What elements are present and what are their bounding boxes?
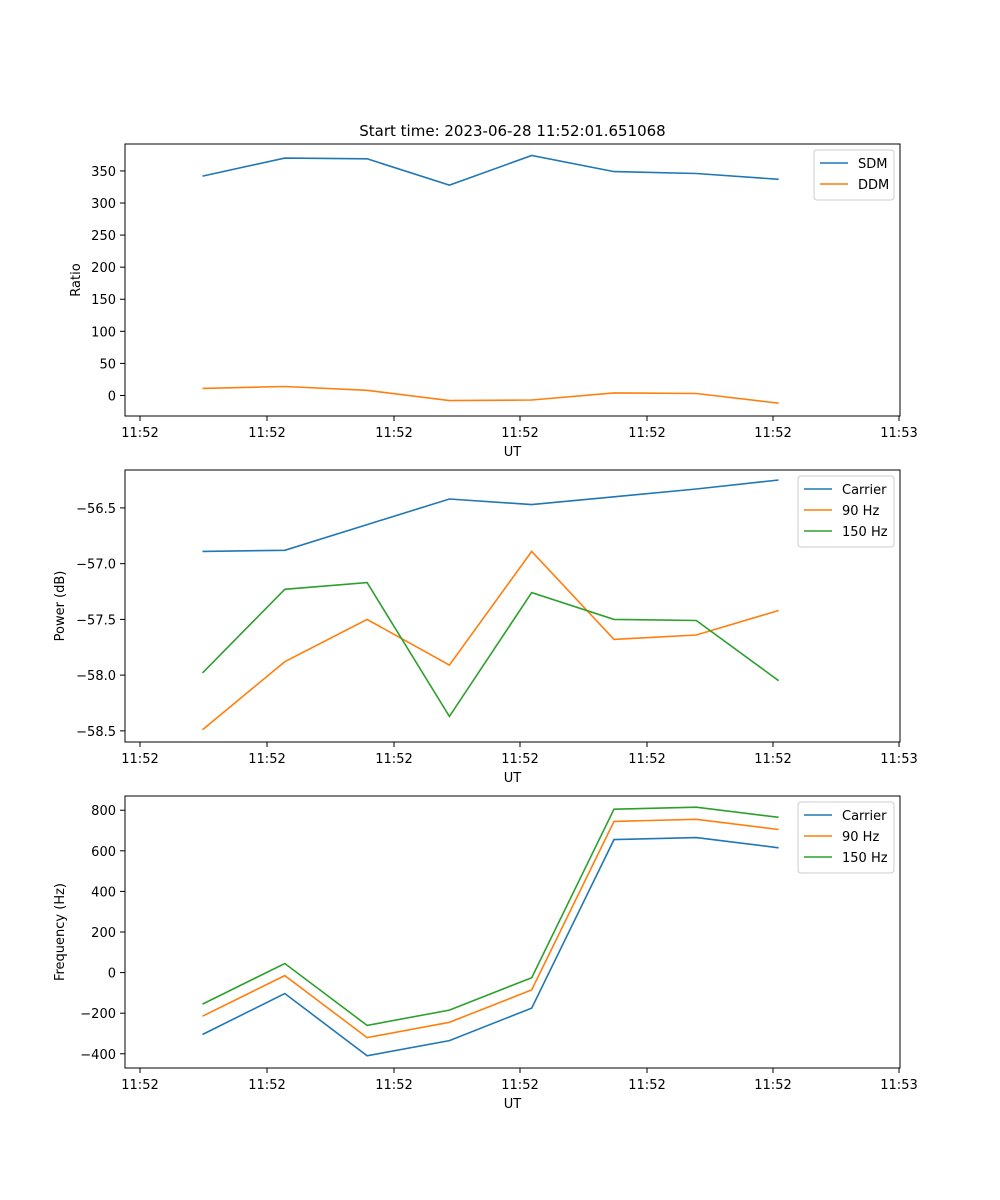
y-tick-label: 800 xyxy=(91,804,116,819)
legend-label: 150 Hz xyxy=(842,525,888,540)
x-tick-label: 11:52 xyxy=(501,426,538,441)
frequency-axes-frame xyxy=(124,795,901,1069)
x-tick-label: 11:52 xyxy=(501,1078,538,1093)
series-line-carrier xyxy=(202,479,779,553)
x-axis-label: UT xyxy=(504,445,522,460)
series-line-sdm xyxy=(202,154,779,186)
ratio-axes-frame xyxy=(124,143,901,417)
series-line-90-hz xyxy=(202,818,779,1039)
legend-label: 90 Hz xyxy=(842,830,879,845)
y-tick-label: 600 xyxy=(91,845,116,860)
y-tick-label: 0 xyxy=(108,967,116,982)
legend-label: Carrier xyxy=(842,483,887,498)
y-axis-label: Ratio xyxy=(69,263,84,296)
series-line-90-hz xyxy=(201,550,779,731)
x-tick-label: 11:52 xyxy=(628,1078,665,1093)
y-tick-label: 350 xyxy=(91,165,116,180)
x-tick-label: 11:52 xyxy=(248,426,285,441)
legend-label: DDM xyxy=(858,178,889,193)
legend: Carrier 90 Hz 150 Hz xyxy=(797,801,895,874)
series-line-150-hz xyxy=(201,581,780,718)
y-tick-label: −57.5 xyxy=(76,613,116,628)
x-tick-label: 11:52 xyxy=(375,1078,412,1093)
y-tick-label: 0 xyxy=(108,389,116,404)
legend: SDM DDM xyxy=(813,149,895,201)
x-tick-label: 11:52 xyxy=(121,1078,158,1093)
y-tick-label: 300 xyxy=(91,197,116,212)
y-tick-label: −56.5 xyxy=(76,502,116,517)
x-tick-label: 11:53 xyxy=(880,426,917,441)
y-tick-label: −400 xyxy=(80,1048,116,1063)
x-tick-label: 11:52 xyxy=(628,426,665,441)
y-tick-label: 250 xyxy=(91,229,116,244)
y-tick-label: −58.0 xyxy=(76,669,116,684)
y-tick-label: 200 xyxy=(91,261,116,276)
y-tick-label: −57.0 xyxy=(76,558,116,573)
x-tick-label: 11:52 xyxy=(501,752,538,767)
series-line-ddm xyxy=(202,385,779,404)
x-tick-label: 11:52 xyxy=(121,752,158,767)
y-axis-label: Frequency (Hz) xyxy=(53,883,68,981)
y-tick-label: 400 xyxy=(91,885,116,900)
y-tick-label: −58.5 xyxy=(76,725,116,740)
x-tick-label: 11:52 xyxy=(375,752,412,767)
frequency-panel: 11:52 11:52 11:52 11:52 11:52 11:52 11:53 UT −40… xyxy=(53,795,918,1112)
x-tick-label: 11:52 xyxy=(628,752,665,767)
legend-label: Carrier xyxy=(842,809,887,824)
x-tick-label: 11:52 xyxy=(248,752,285,767)
x-tick-label: 11:52 xyxy=(754,1078,791,1093)
x-tick-label: 11:52 xyxy=(754,752,791,767)
legend-label: 150 Hz xyxy=(842,851,888,866)
legend: Carrier 90 Hz 150 Hz xyxy=(797,475,895,548)
series-line-carrier xyxy=(202,836,779,1057)
chart-title: Start time: 2023-06-28 11:52:01.651068 xyxy=(359,122,665,140)
legend-label: 90 Hz xyxy=(842,504,879,519)
y-tick-label: −200 xyxy=(80,1007,116,1022)
y-tick-label: 50 xyxy=(99,357,116,372)
legend-box xyxy=(797,475,895,548)
power-panel: 11:52 11:52 11:52 11:52 11:52 11:52 11:53 UT −58… xyxy=(53,469,918,786)
legend-box xyxy=(797,801,895,874)
x-tick-label: 11:52 xyxy=(375,426,412,441)
y-tick-label: 200 xyxy=(91,926,116,941)
power-axes-frame xyxy=(124,469,901,743)
x-tick-label: 11:52 xyxy=(248,1078,285,1093)
x-tick-label: 11:53 xyxy=(880,1078,917,1093)
x-axis-label: UT xyxy=(504,1097,522,1112)
x-tick-label: 11:53 xyxy=(880,752,917,767)
y-tick-label: 100 xyxy=(91,325,116,340)
legend-label: SDM xyxy=(858,157,887,172)
x-tick-label: 11:52 xyxy=(754,426,791,441)
y-axis-label: Power (dB) xyxy=(53,571,68,642)
y-tick-label: 150 xyxy=(91,293,116,308)
series-line-150-hz xyxy=(202,806,779,1027)
x-axis-label: UT xyxy=(504,771,522,786)
ratio-panel: 11:52 11:52 11:52 11:52 11:52 11:52 11:53 UT 0 50… xyxy=(69,143,918,460)
x-tick-label: 11:52 xyxy=(121,426,158,441)
